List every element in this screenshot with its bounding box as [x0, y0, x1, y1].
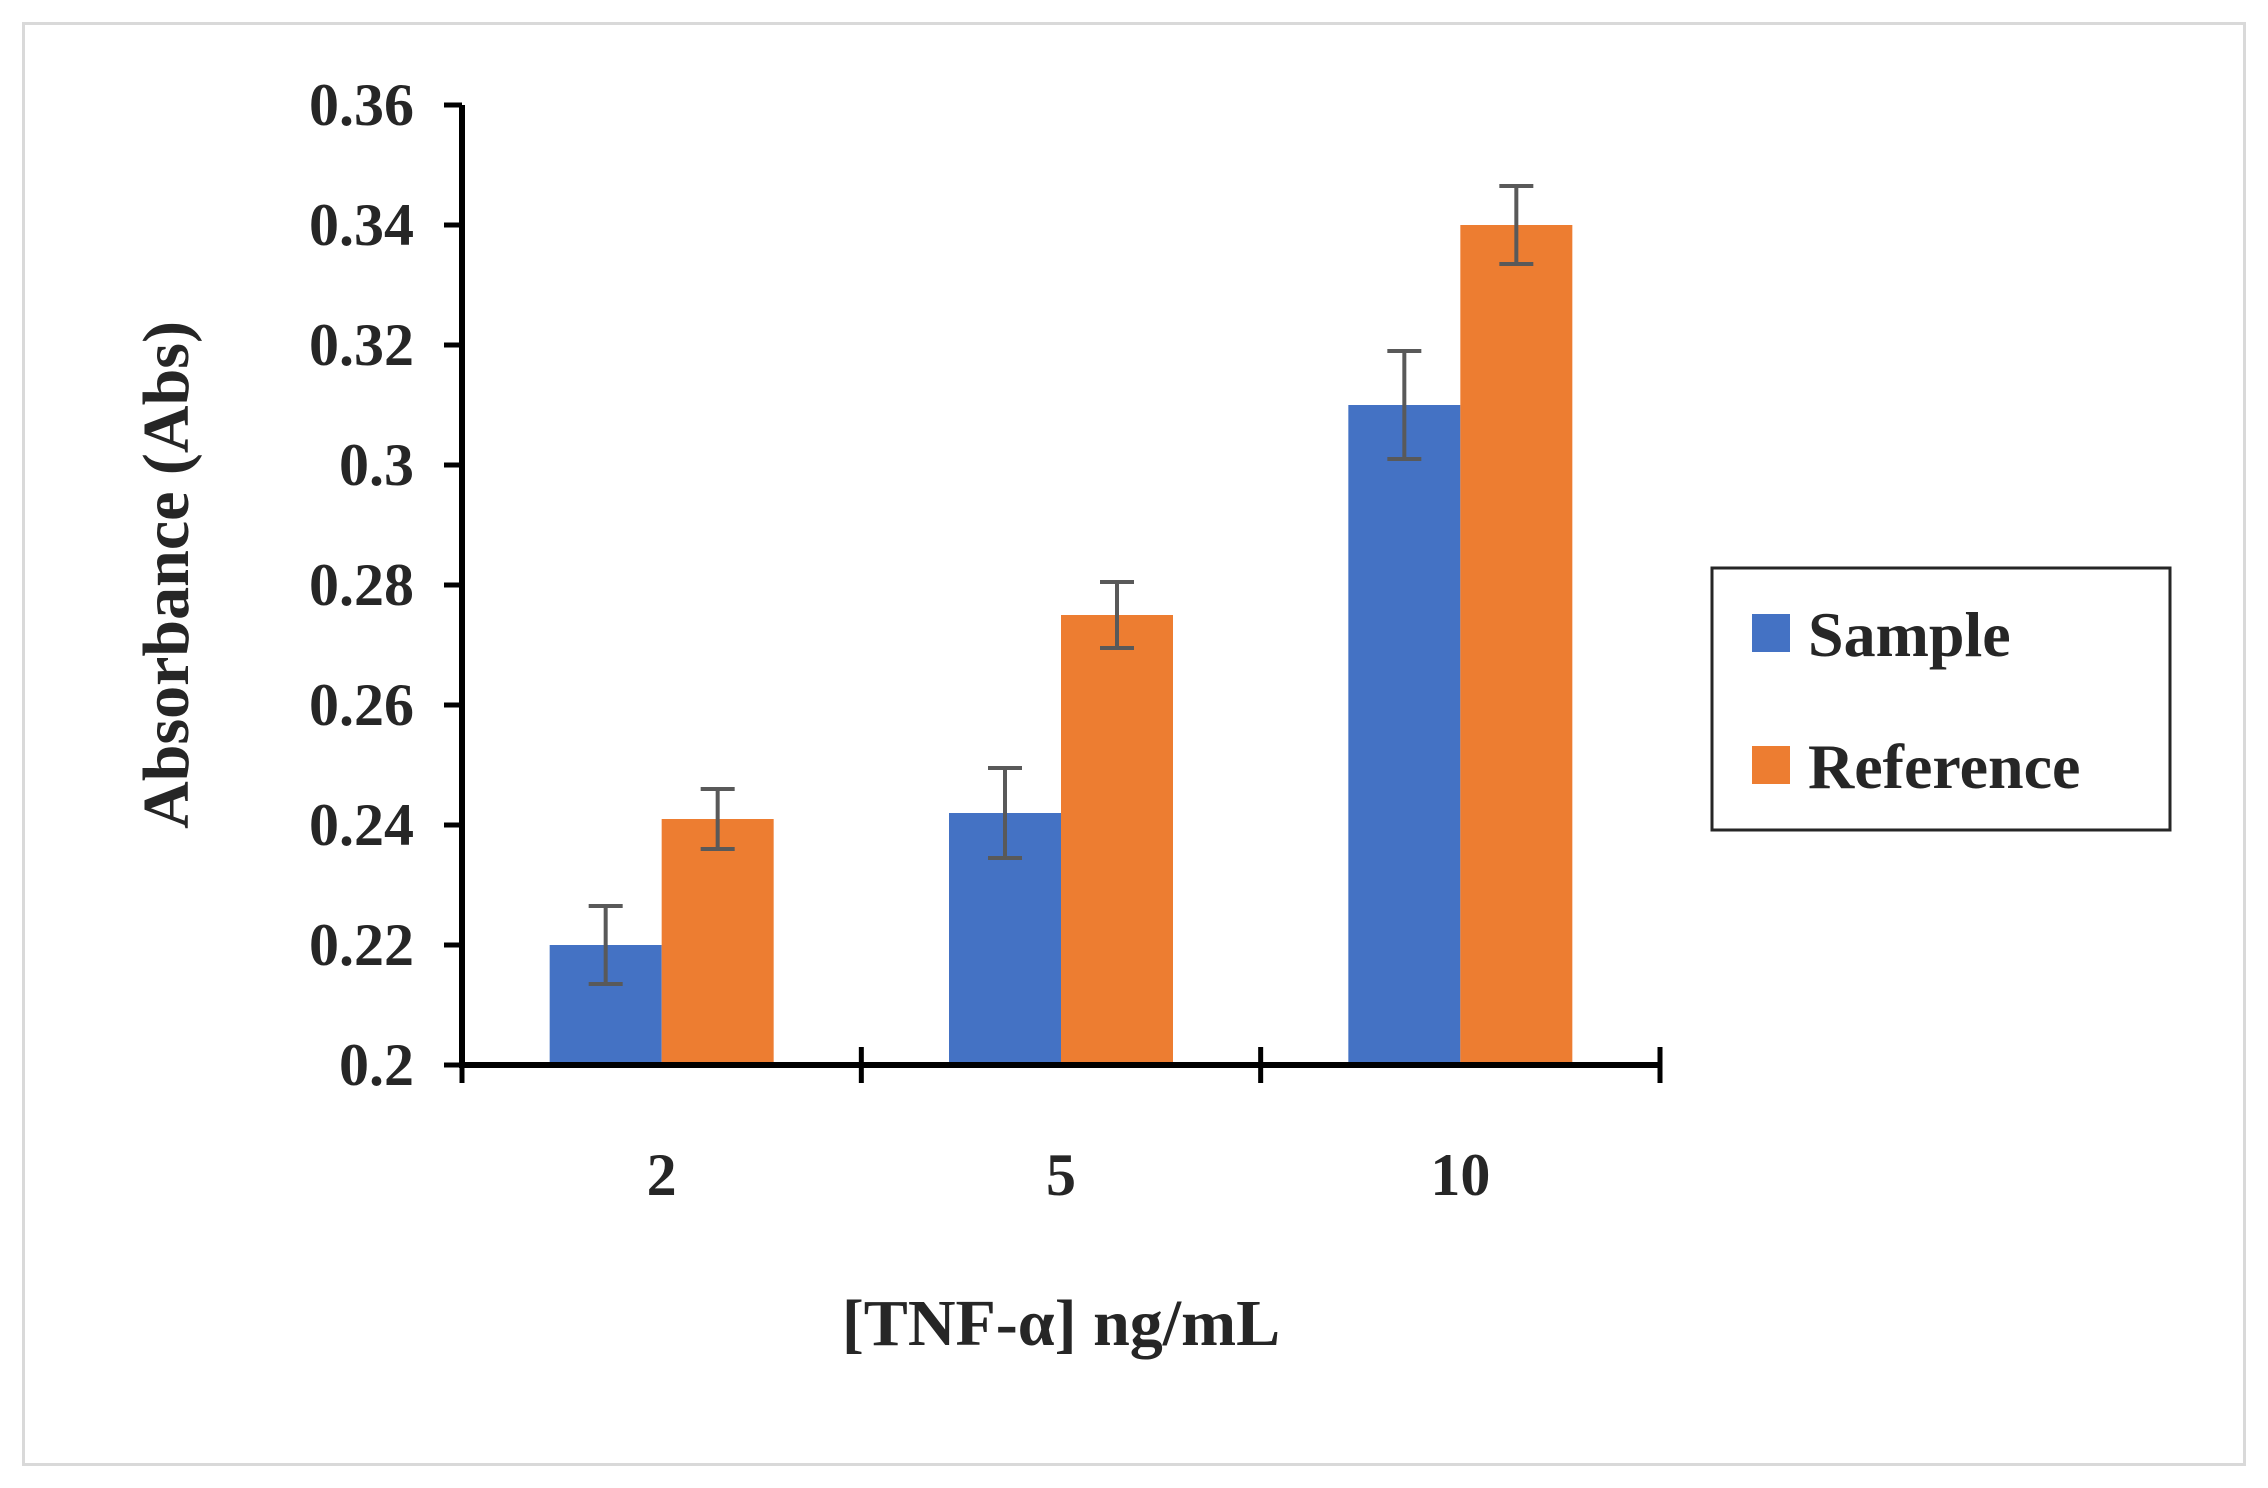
y-ticks: 0.2 0.22 0.24 0.26 0.28 0.3 0.32 0.34 0.36 — [309, 72, 462, 1098]
y-tick-label: 0.28 — [309, 552, 414, 618]
y-tick-label: 0.34 — [309, 192, 414, 258]
x-ticks: 2 5 10 — [459, 1047, 1663, 1208]
x-tick-label: 10 — [1430, 1142, 1490, 1208]
error-bar-sample-2 — [588, 904, 623, 986]
y-tick-label: 0.2 — [339, 1032, 414, 1098]
legend-label-reference: Reference — [1808, 731, 2080, 802]
y-tick-label: 0.3 — [339, 432, 414, 498]
legend-items: Sample Reference — [1752, 599, 2080, 802]
bar-reference-10 — [1460, 225, 1573, 1065]
y-tick-label: 0.36 — [309, 72, 414, 138]
y-tick-label: 0.32 — [309, 312, 414, 378]
error-bar-sample-5 — [988, 766, 1022, 860]
bars-layer — [549, 225, 1573, 1065]
error-bars-layer — [588, 184, 1534, 986]
y-tick-label: 0.26 — [309, 672, 414, 738]
error-bar-sample-10 — [1387, 349, 1422, 461]
x-axis-title: [TNF-α] ng/mL — [842, 1287, 1280, 1360]
error-bar-reference-2 — [700, 787, 735, 851]
x-tick-label: 5 — [1046, 1142, 1076, 1208]
x-tick-label: 2 — [647, 1142, 677, 1208]
error-bar-reference-10 — [1499, 184, 1534, 266]
bar-reference-5 — [1061, 615, 1173, 1065]
y-tick-label: 0.24 — [309, 792, 414, 858]
error-bar-reference-5 — [1100, 580, 1134, 650]
bar-sample-10 — [1348, 405, 1461, 1065]
legend-swatch-sample — [1752, 614, 1790, 652]
bar-reference-2 — [661, 819, 774, 1065]
legend-box — [1710, 566, 2172, 832]
y-tick-label: 0.22 — [309, 912, 414, 978]
y-axis-title: Absorbance (Abs) — [130, 321, 203, 829]
legend: Sample Reference — [1710, 566, 2172, 832]
legend-swatch-reference — [1752, 746, 1790, 784]
legend-label-sample: Sample — [1808, 599, 2011, 670]
